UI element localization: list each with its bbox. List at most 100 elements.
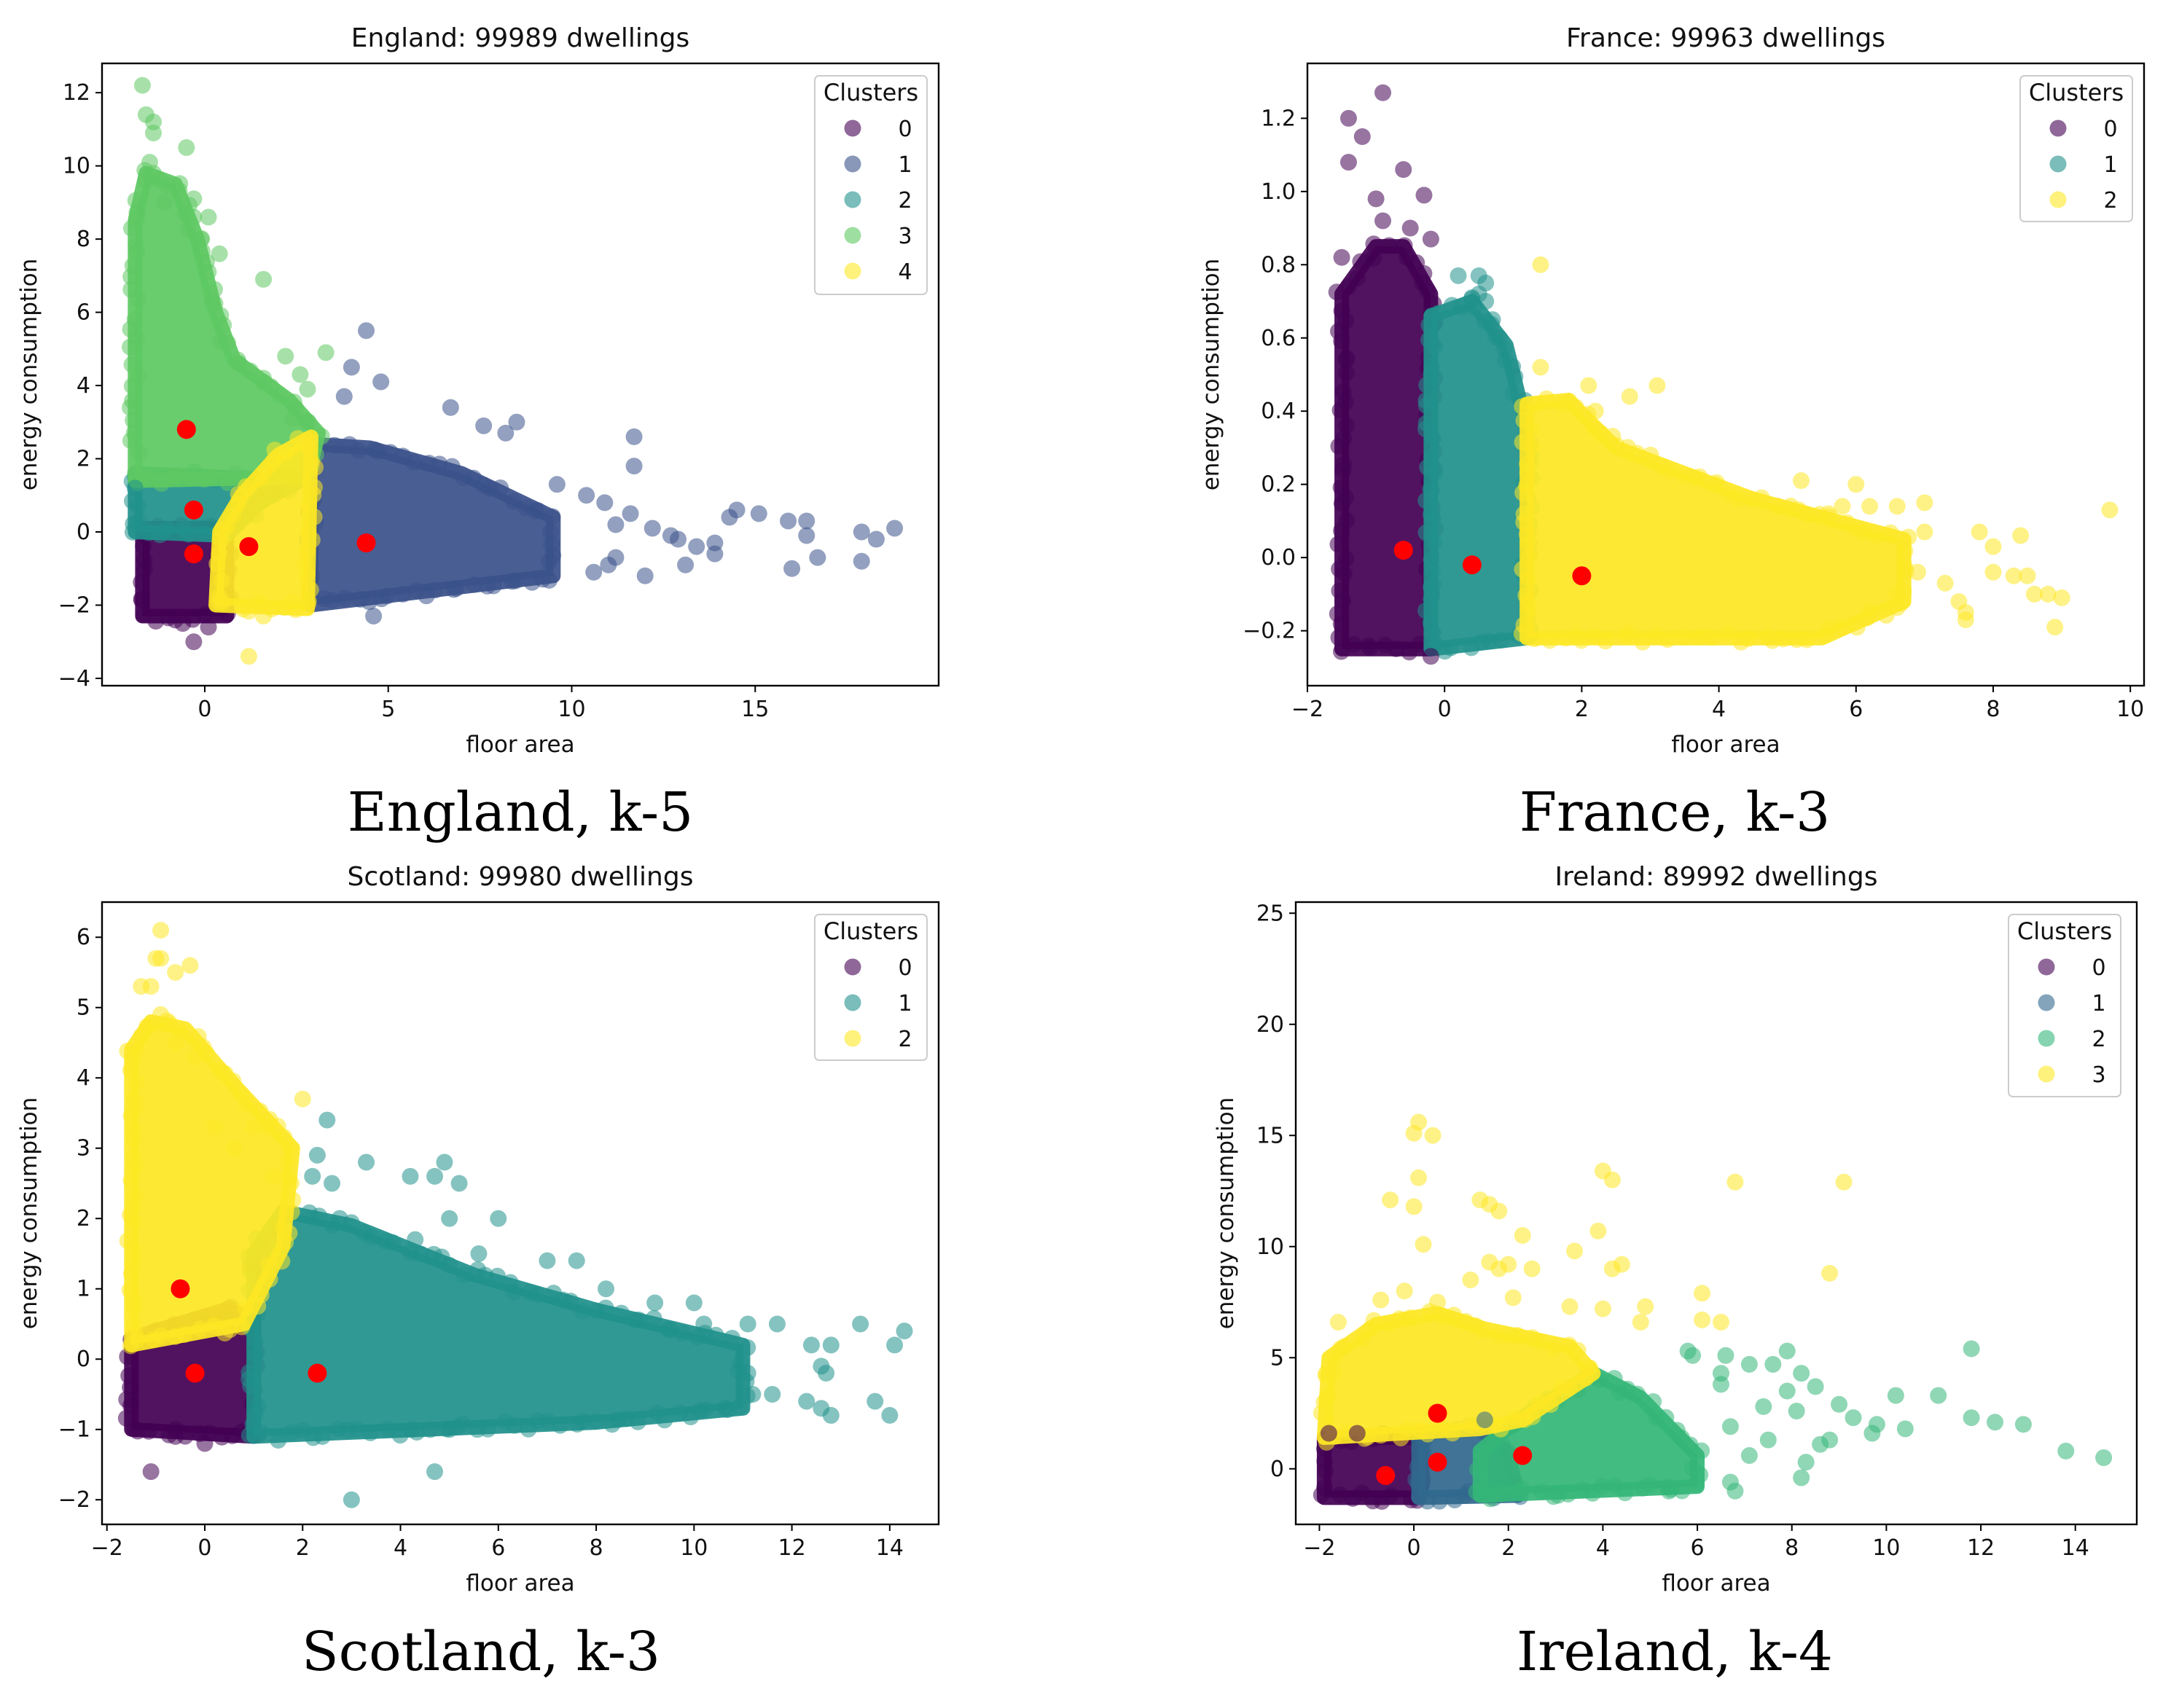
cluster-3-point — [178, 139, 195, 157]
cluster-1-edge-point — [376, 1232, 394, 1250]
cluster-3-point — [1632, 1313, 1649, 1331]
cluster-1-point — [798, 527, 815, 544]
cluster-0-density — [1334, 239, 1439, 657]
cluster-1-edge-point — [1425, 533, 1443, 551]
cluster-0-edge-point — [1331, 401, 1349, 419]
cluster-4-edge-point — [305, 479, 323, 496]
cluster-1-point — [625, 458, 643, 475]
cluster-3-point — [1424, 1127, 1442, 1144]
cluster-2-edge-point — [1740, 630, 1757, 648]
cluster-0-edge-point — [135, 537, 152, 555]
cluster-1-edge-point — [1481, 632, 1498, 650]
y-tick-label: 4 — [77, 373, 90, 399]
cluster-0-point — [1401, 219, 1419, 237]
cluster-2-point — [1717, 1347, 1734, 1364]
cluster-2-edge-point — [1896, 558, 1914, 576]
cluster-2-edge-point — [1850, 522, 1868, 540]
cluster-0-edge-point — [1331, 1486, 1349, 1503]
cluster-1-point — [822, 1406, 840, 1424]
x-tick-label: 8 — [1986, 697, 2000, 722]
cluster-2-edge-point — [129, 498, 146, 515]
x-tick-label: 0 — [197, 697, 211, 722]
x-tick-label: 10 — [1872, 1535, 1900, 1561]
cluster-1-point — [744, 1385, 762, 1403]
cluster-1-edge-point — [381, 444, 399, 461]
cluster-1-point — [548, 476, 566, 493]
cluster-1-edge-point — [1417, 397, 1435, 415]
cluster-1-point — [372, 373, 390, 391]
cluster-1-point — [585, 563, 603, 581]
cluster-0-edge-point — [1338, 417, 1356, 434]
cluster-1-edge-point — [501, 1274, 519, 1291]
y-ticks: −0.2 0.0 0.2 0.4 0.6 0.8 1.0 1.2 — [1243, 106, 1307, 644]
cluster-0-point — [1374, 84, 1392, 101]
cluster-1-edge-point — [469, 1261, 487, 1279]
centroid-marker — [1428, 1403, 1447, 1423]
cluster-3-edge-point — [1561, 1379, 1579, 1396]
cluster-3-point — [1382, 1191, 1399, 1209]
chart-panel-england: England: 99989 dwellings 0 5 10 15 −4−20246… — [16, 23, 940, 844]
cluster-2-point — [1532, 256, 1549, 273]
cluster-2-edge-point — [1839, 514, 1856, 531]
cluster-2-edge-point — [195, 525, 212, 542]
cluster-3-edge-point — [122, 219, 140, 237]
cluster-1-point — [867, 1392, 884, 1410]
legend-label-0: 0 — [898, 117, 912, 142]
figure-caption: England, k-5 — [348, 781, 694, 844]
cluster-3-point — [1523, 1260, 1541, 1277]
cluster-1-edge-point — [543, 536, 560, 553]
cluster-1-point — [886, 520, 904, 537]
cluster-0-point — [1374, 212, 1392, 230]
cluster-2-point — [1764, 1355, 1782, 1373]
cluster-1-edge-point — [1418, 376, 1436, 393]
cluster-2-edge-point — [273, 1253, 291, 1270]
cluster-1-edge-point — [688, 1328, 705, 1346]
cluster-2-point — [2095, 1449, 2113, 1466]
legend-label-0: 0 — [2092, 955, 2105, 981]
y-tick-label: 1.0 — [1261, 179, 1296, 205]
cluster-2-point — [1863, 1425, 1881, 1442]
cluster-0-point — [1348, 1425, 1366, 1442]
cluster-3-edge-point — [212, 332, 230, 350]
legend-box — [814, 75, 928, 295]
y-tick-label: 0.8 — [1261, 252, 1296, 278]
centroid-marker — [171, 1279, 190, 1298]
x-ticks: −2 0 2 4 6 8 10 12 14 — [91, 1524, 904, 1561]
legend-marker-1 — [844, 994, 861, 1011]
cluster-2-point — [1984, 563, 2002, 581]
cluster-1-point — [426, 1463, 444, 1481]
cluster-0-edge-point — [1365, 235, 1382, 253]
cluster-3-point — [1325, 1365, 1342, 1382]
x-tick-label: 4 — [1712, 697, 1726, 722]
cluster-2-point — [142, 978, 160, 995]
cluster-3-point — [284, 410, 302, 427]
cluster-2-edge-point — [1648, 1409, 1665, 1427]
cluster-2-point — [206, 1119, 223, 1136]
cluster-2-edge-point — [158, 521, 176, 538]
cluster-2-edge-point — [1673, 1482, 1691, 1500]
cluster-3-point — [1405, 1198, 1423, 1215]
cluster-3-point — [1415, 1236, 1432, 1253]
cluster-1-edge-point — [466, 576, 483, 593]
cluster-1-point — [867, 530, 885, 548]
cluster-3-point — [1410, 1169, 1428, 1186]
cluster-2-edge-point — [1515, 616, 1533, 634]
cluster-2-edge-point — [1528, 396, 1545, 413]
legend-marker-3 — [844, 227, 861, 244]
cluster-1-point — [853, 552, 870, 570]
cluster-0-point — [1339, 154, 1357, 171]
cluster-2-edge-point — [1882, 524, 1899, 541]
cluster-2-point — [1950, 592, 1968, 610]
legend-label-0: 0 — [898, 955, 912, 981]
cluster-1-edge-point — [244, 1416, 262, 1433]
centroid-marker — [1572, 566, 1592, 586]
y-tick-label: 2 — [77, 447, 90, 472]
cluster-3-edge-point — [140, 469, 157, 486]
legend-label-2: 2 — [2092, 1027, 2105, 1052]
cluster-2-point — [1712, 1376, 1729, 1393]
legend: Clusters 0 1 2 3 4 — [814, 75, 928, 295]
cluster-1-edge-point — [402, 1244, 419, 1261]
cluster-3-point — [317, 344, 335, 361]
cluster-3-edge-point — [297, 412, 314, 430]
cluster-1-edge-point — [326, 436, 343, 454]
